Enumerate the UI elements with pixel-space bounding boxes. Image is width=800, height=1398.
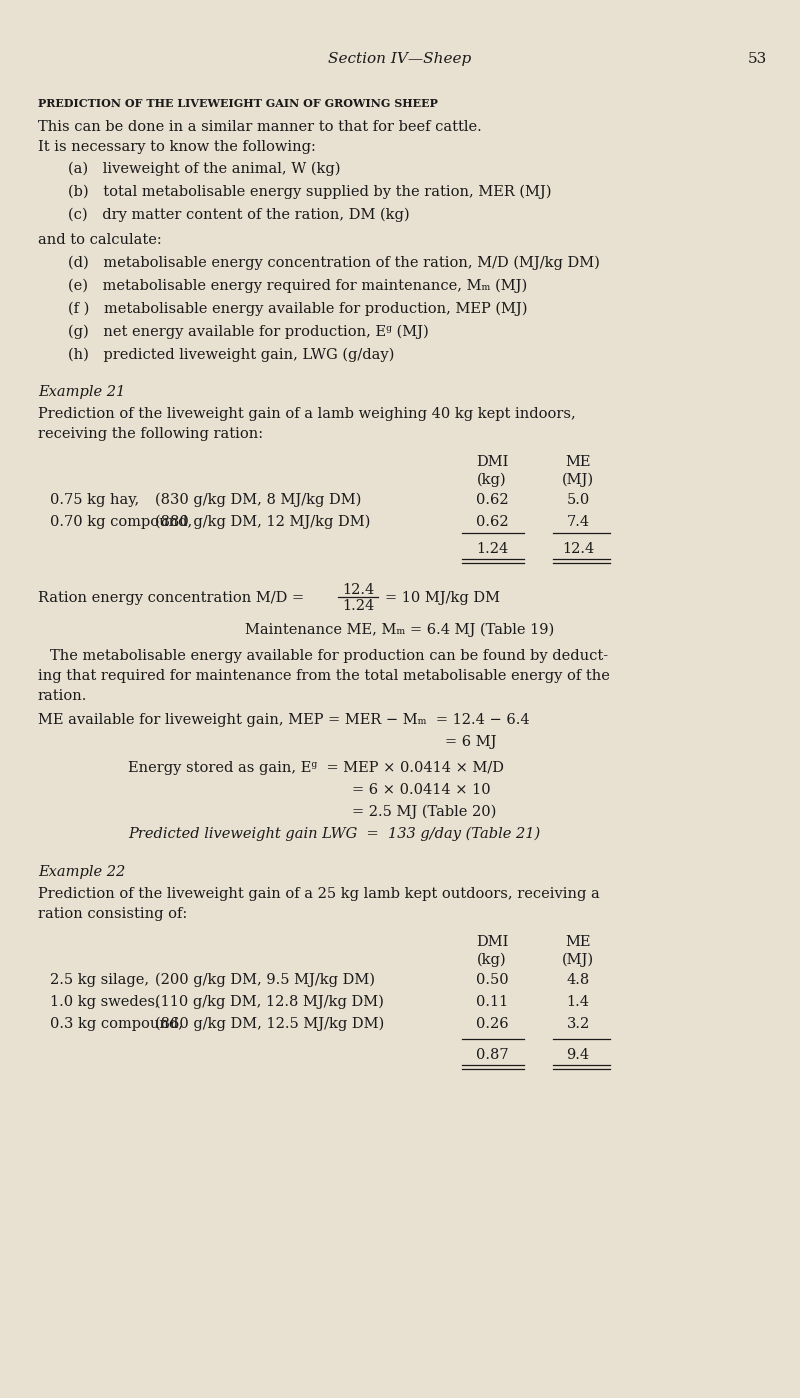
Text: ME: ME [566,454,590,468]
Text: 0.75 kg hay,: 0.75 kg hay, [50,493,139,507]
Text: 4.8: 4.8 [566,973,590,987]
Text: 9.4: 9.4 [566,1048,590,1062]
Text: ME: ME [566,935,590,949]
Text: 7.4: 7.4 [566,514,590,528]
Text: (MJ): (MJ) [562,473,594,488]
Text: (e) metabolisable energy required for maintenance, Mₘ (MJ): (e) metabolisable energy required for ma… [68,280,527,294]
Text: = 10 MJ/kg DM: = 10 MJ/kg DM [385,591,500,605]
Text: Energy stored as gain, Eᵍ  = MEP × 0.0414 × M/D: Energy stored as gain, Eᵍ = MEP × 0.0414… [128,761,504,774]
Text: (d) metabolisable energy concentration of the ration, M/D (MJ/kg DM): (d) metabolisable energy concentration o… [68,256,600,270]
Text: 12.4: 12.4 [562,542,594,556]
Text: (g) net energy available for production, Eᵍ (MJ): (g) net energy available for production,… [68,324,429,340]
Text: Prediction of the liveweight gain of a 25 kg lamb kept outdoors, receiving a: Prediction of the liveweight gain of a 2… [38,886,600,900]
Text: (830 g/kg DM, 8 MJ/kg DM): (830 g/kg DM, 8 MJ/kg DM) [155,493,362,507]
Text: ration consisting of:: ration consisting of: [38,907,187,921]
Text: 0.50: 0.50 [476,973,508,987]
Text: This can be done in a similar manner to that for beef cattle.: This can be done in a similar manner to … [38,120,482,134]
Text: (b) total metabolisable energy supplied by the ration, MER (MJ): (b) total metabolisable energy supplied … [68,185,551,200]
Text: (kg): (kg) [477,473,507,488]
Text: Example 22: Example 22 [38,865,126,879]
Text: DMI: DMI [476,935,508,949]
Text: 1.0 kg swedes,: 1.0 kg swedes, [50,995,160,1009]
Text: (880 g/kg DM, 12 MJ/kg DM): (880 g/kg DM, 12 MJ/kg DM) [155,514,370,530]
Text: receiving the following ration:: receiving the following ration: [38,426,263,440]
Text: 0.11: 0.11 [476,995,508,1009]
Text: (MJ): (MJ) [562,953,594,967]
Text: (a) liveweight of the animal, W (kg): (a) liveweight of the animal, W (kg) [68,162,341,176]
Text: 1.24: 1.24 [476,542,508,556]
Text: DMI: DMI [476,454,508,468]
Text: (c) dry matter content of the ration, DM (kg): (c) dry matter content of the ration, DM… [68,208,410,222]
Text: (860 g/kg DM, 12.5 MJ/kg DM): (860 g/kg DM, 12.5 MJ/kg DM) [155,1016,384,1032]
Text: 3.2: 3.2 [566,1016,590,1030]
Text: (200 g/kg DM, 9.5 MJ/kg DM): (200 g/kg DM, 9.5 MJ/kg DM) [155,973,375,987]
Text: and to calculate:: and to calculate: [38,233,162,247]
Text: ME available for liveweight gain, MEP = MER − Mₘ  = 12.4 − 6.4: ME available for liveweight gain, MEP = … [38,713,530,727]
Text: 1.4: 1.4 [566,995,590,1009]
Text: (110 g/kg DM, 12.8 MJ/kg DM): (110 g/kg DM, 12.8 MJ/kg DM) [155,995,384,1009]
Text: Maintenance ME, Mₘ = 6.4 MJ (Table 19): Maintenance ME, Mₘ = 6.4 MJ (Table 19) [246,624,554,637]
Text: 12.4: 12.4 [342,583,374,597]
Text: ing that required for maintenance from the total metabolisable energy of the: ing that required for maintenance from t… [38,670,610,684]
Text: Prediction of the liveweight gain of a lamb weighing 40 kg kept indoors,: Prediction of the liveweight gain of a l… [38,407,576,421]
Text: 0.26: 0.26 [476,1016,508,1030]
Text: PREDICTION OF THE LIVEWEIGHT GAIN OF GROWING SHEEP: PREDICTION OF THE LIVEWEIGHT GAIN OF GRO… [38,98,438,109]
Text: 0.62: 0.62 [476,514,508,528]
Text: ration.: ration. [38,689,87,703]
Text: = 6 MJ: = 6 MJ [445,735,497,749]
Text: (h) predicted liveweight gain, LWG (g/day): (h) predicted liveweight gain, LWG (g/da… [68,348,394,362]
Text: It is necessary to know the following:: It is necessary to know the following: [38,140,316,154]
Text: = 2.5 MJ (Table 20): = 2.5 MJ (Table 20) [352,805,496,819]
Text: Predicted liveweight gain LWG  =  133 g/day (Table 21): Predicted liveweight gain LWG = 133 g/da… [128,828,540,842]
Text: The metabolisable energy available for production can be found by deduct-: The metabolisable energy available for p… [50,649,608,663]
Text: Ration energy concentration M/D =: Ration energy concentration M/D = [38,591,304,605]
Text: 53: 53 [748,52,767,66]
Text: (kg): (kg) [477,953,507,967]
Text: Example 21: Example 21 [38,384,126,398]
Text: (f ) metabolisable energy available for production, MEP (MJ): (f ) metabolisable energy available for … [68,302,527,316]
Text: = 6 × 0.0414 × 10: = 6 × 0.0414 × 10 [352,783,490,797]
Text: Section IV—Sheep: Section IV—Sheep [328,52,472,66]
Text: 0.3 kg compound,: 0.3 kg compound, [50,1016,183,1030]
Text: 0.62: 0.62 [476,493,508,507]
Text: 0.70 kg compound,: 0.70 kg compound, [50,514,192,528]
Text: 2.5 kg silage,: 2.5 kg silage, [50,973,149,987]
Text: 0.87: 0.87 [476,1048,508,1062]
Text: 5.0: 5.0 [566,493,590,507]
Text: 1.24: 1.24 [342,598,374,612]
